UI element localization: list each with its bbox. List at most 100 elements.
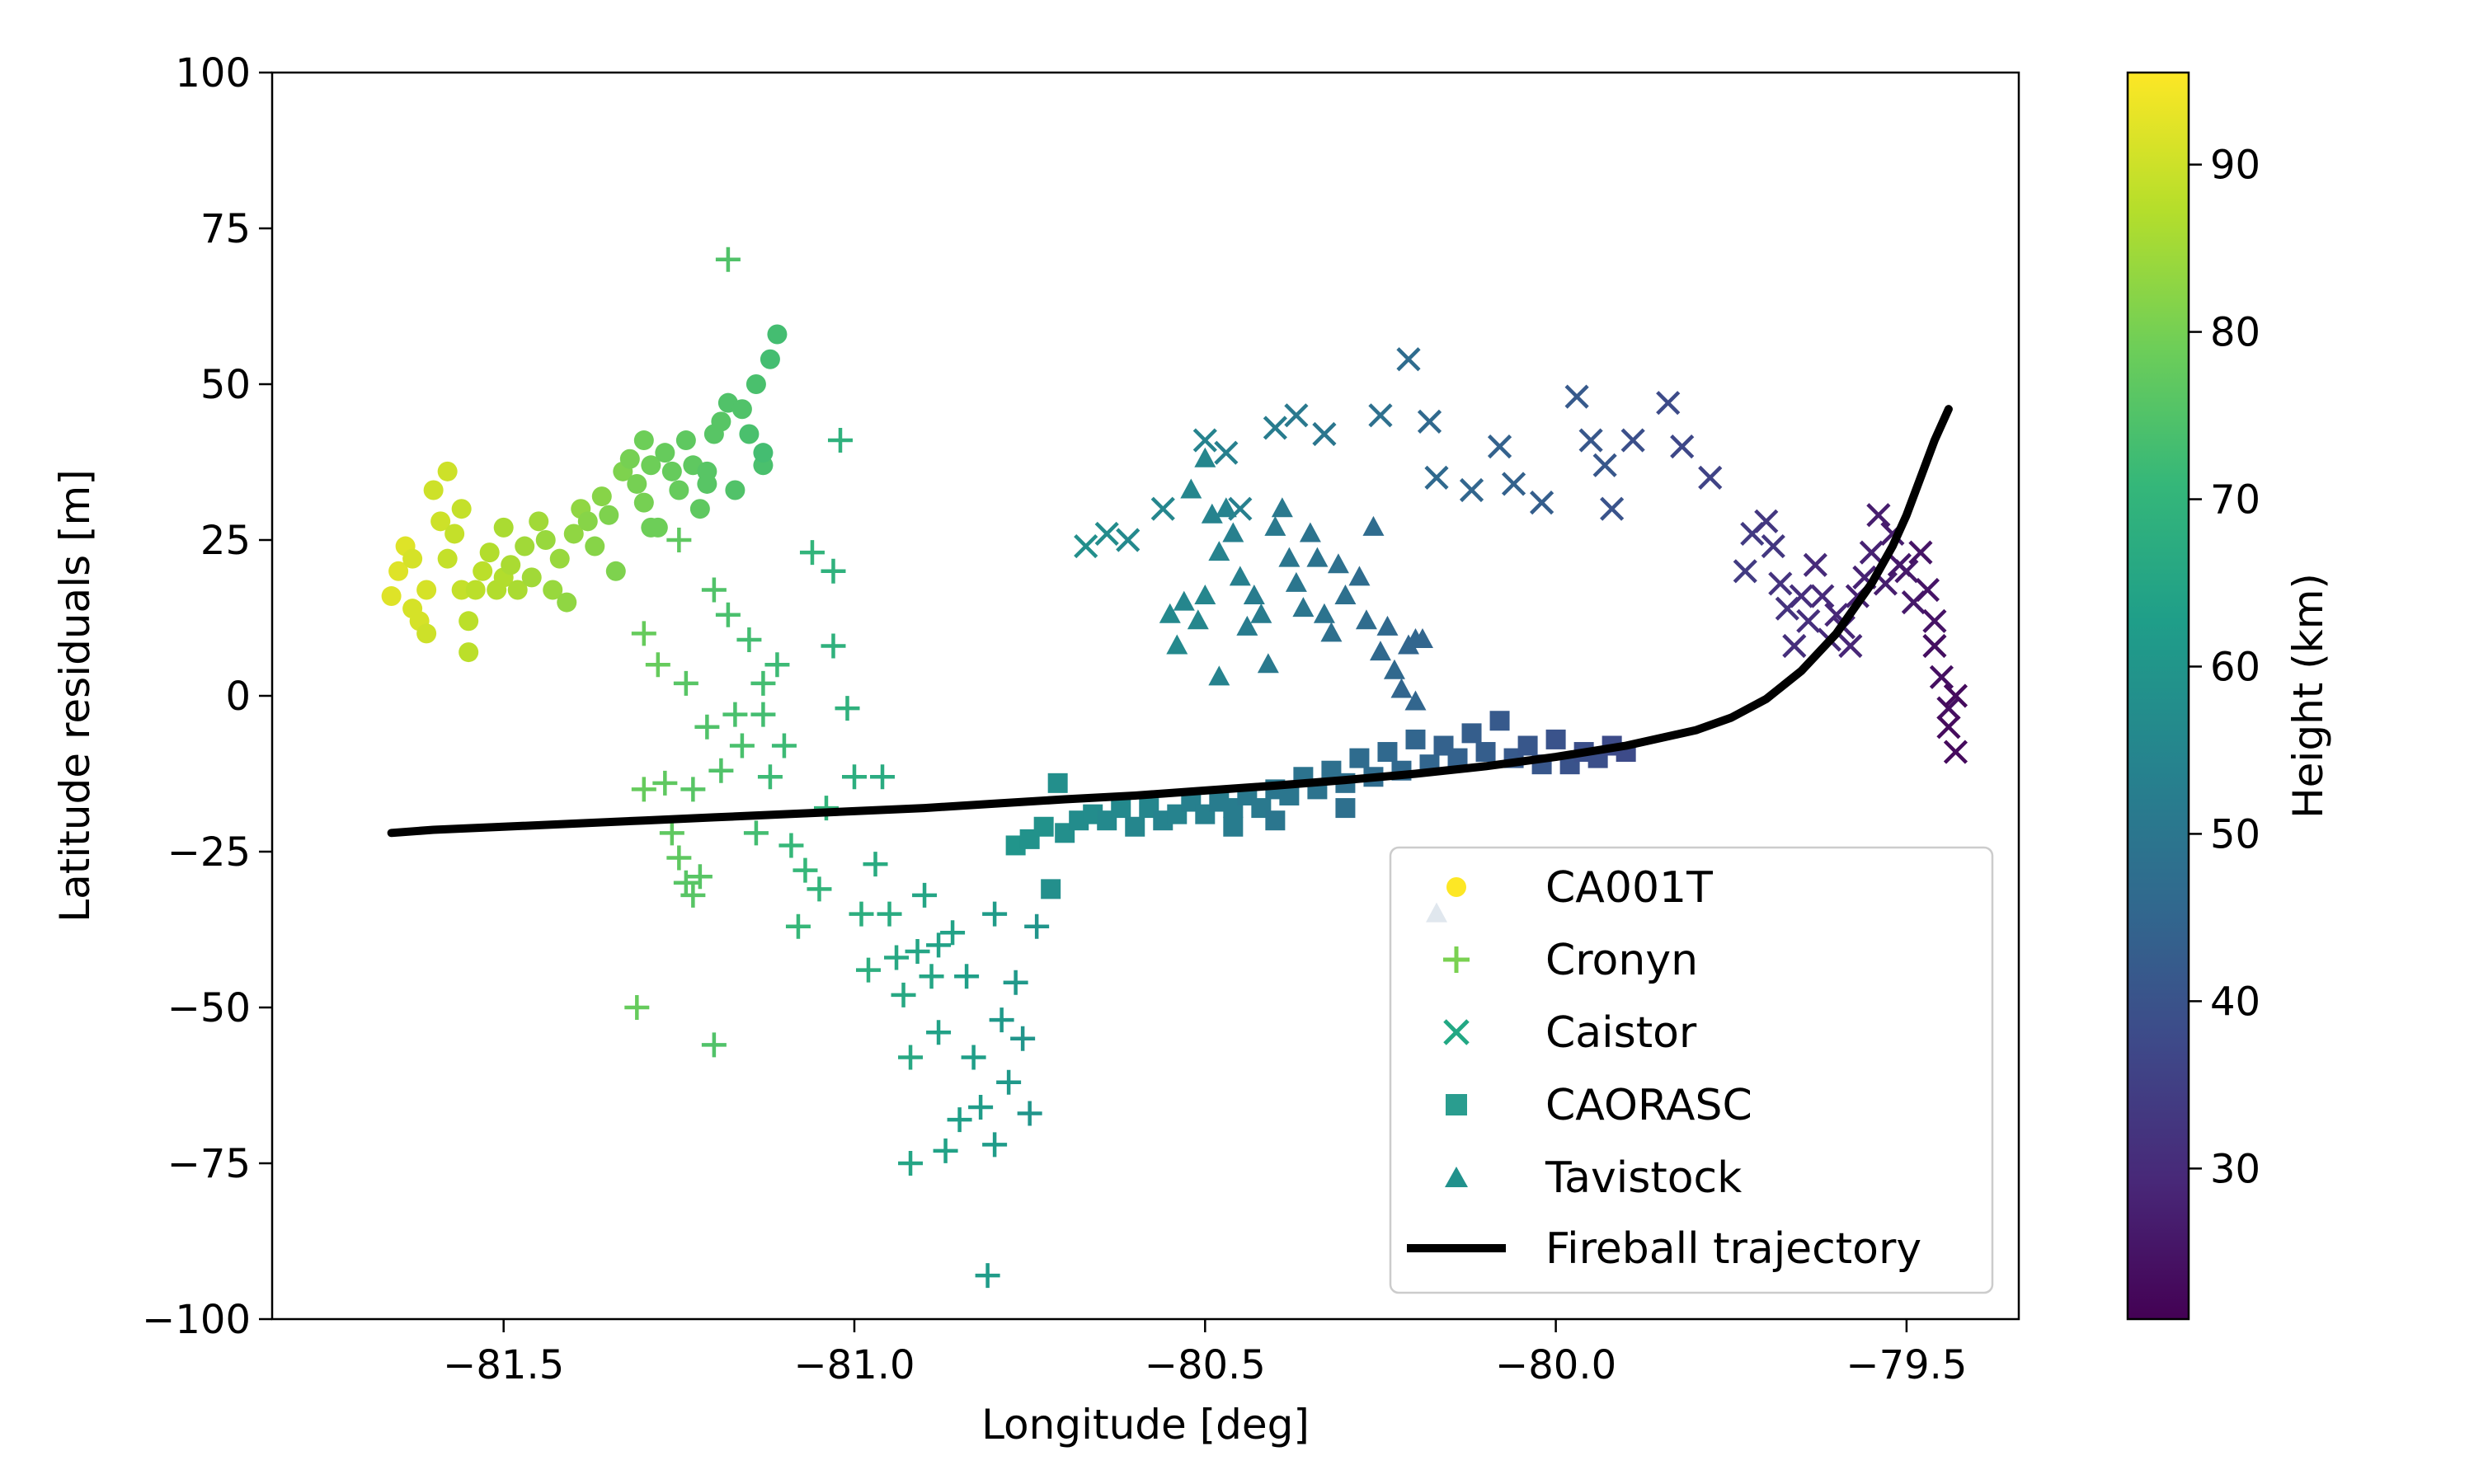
caistor-point [1733,559,1757,584]
cronyn-point [673,870,698,895]
cronyn-point [926,1020,952,1045]
ca001t-point [767,324,788,345]
caistor-point [1761,533,1785,559]
ca001t-point [402,548,423,569]
tavistock-point [1292,597,1315,618]
cronyn-point [905,938,930,964]
caistor-point [1312,421,1337,447]
caorasc-point [1377,742,1398,763]
caorasc-point [1335,798,1356,819]
ca001t-point [697,473,717,494]
cronyn-point [898,1151,924,1176]
y-axis-ticks: 100 75 50 25 0 −25 −50 −75 −100 [142,50,272,1343]
tavistock-point [1320,622,1343,642]
ca001t-point [675,430,696,451]
caistor-point [1754,509,1779,533]
caorasc-point [1265,810,1286,831]
caistor-point [1417,409,1442,434]
cronyn-point [785,913,811,939]
y-tick-label: −50 [167,985,251,1031]
cronyn-point [849,901,874,927]
ca001t-point [430,511,451,532]
ca001t-point [493,517,514,538]
cronyn-point [842,764,867,790]
y-tick-label: 75 [200,206,251,252]
caorasc-point [1489,711,1510,731]
tavistock-point [1271,497,1293,518]
legend-marker-caorasc [1446,1094,1467,1115]
caistor-point [1368,403,1393,428]
caistor-point [1915,577,1940,603]
cronyn-point [778,833,804,858]
ca001t-point [543,580,563,600]
caistor-point [1564,384,1589,409]
tavistock-point [1173,590,1195,611]
cronyn-point [624,995,650,1020]
cronyn-point [926,932,952,958]
tavistock-point [1194,447,1216,467]
tavistock-point [1285,571,1307,592]
cronyn-point [827,428,853,453]
ca001t-point [423,480,444,500]
x-tick-label: −81.5 [443,1342,564,1388]
ca001t-point [416,580,437,600]
colorbar-tick-label: 40 [2210,979,2260,1025]
ca001t-point [437,461,458,481]
caistor-point [1936,696,1961,721]
ca001t-point [473,561,493,581]
ca001t-point [633,430,654,451]
cronyn-point [757,764,783,790]
cronyn-point [750,670,776,696]
legend-marker-caistor [1443,1019,1470,1045]
cronyn-point [743,820,769,846]
cronyn-point [835,696,860,721]
ca001t-point [585,536,605,556]
caistor-point [1150,496,1175,521]
ca001t-point [591,486,612,507]
cronyn-point [807,876,832,902]
caorasc-point [1461,723,1482,744]
legend-box [1389,846,1994,1294]
x-axis-ticks: −81.5 −81.0 −80.5 −80.0 −79.5 [443,1319,1967,1388]
cronyn-point [771,733,797,758]
ca001t-point [753,443,774,463]
ca001t-point [444,524,465,544]
ca001t-point [557,592,577,613]
ca001t-point [529,511,549,532]
ca001t-point [605,561,626,581]
caistor-point [1936,715,1961,740]
ca001t-point [669,480,689,500]
cronyn-point [701,1032,727,1058]
caistor-point [1578,428,1603,453]
ca001t-point [577,511,598,532]
caorasc-point [1223,816,1244,837]
tavistock-point [1180,478,1202,499]
cronyn-point [863,852,888,877]
tavistock-point [1313,603,1335,623]
cronyn-point [687,864,713,890]
x-axis-label: Longitude [deg] [981,1401,1310,1449]
x-tick-label: −80.5 [1145,1342,1266,1388]
caistor-point [1670,434,1695,459]
caistor-point [1424,465,1449,490]
tavistock-point [1299,522,1321,542]
ca001t-point [627,473,647,494]
y-tick-label: 25 [200,518,251,564]
ca001t-point [619,448,640,469]
cronyn-point [764,652,790,678]
caistor-point [1192,428,1217,453]
legend-label-cronyn: Cronyn [1545,936,1698,985]
cronyn-point [631,777,656,802]
ca001t-point [479,542,500,563]
ca001t-point [437,548,458,569]
caorasc-point [1517,735,1538,756]
cronyn-point [631,621,656,646]
ca001t-point [507,580,528,600]
ca001t-point [641,455,661,476]
colorbar-ticks: 30 40 50 60 70 80 90 [2189,143,2260,1192]
caistor-point [1866,503,1891,528]
x-tick-label: −79.5 [1846,1342,1967,1388]
tavistock-point [1236,615,1258,636]
ca001t-point [641,517,661,538]
caorasc-point [1047,773,1068,793]
